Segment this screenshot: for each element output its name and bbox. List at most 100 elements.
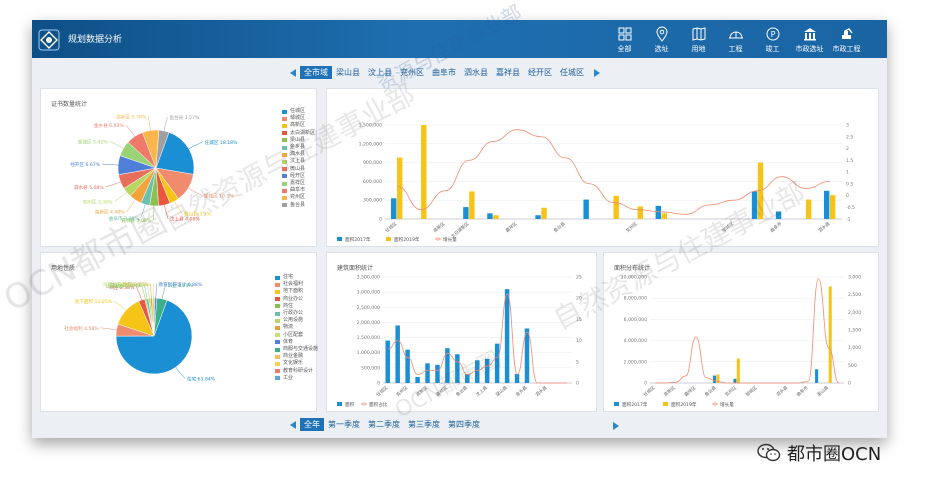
district-tab-8[interactable]: 任城区 [560,68,584,77]
district-tab-6[interactable]: 嘉祥县 [496,68,520,77]
legend-item[interactable]: 教育科研设计 [275,368,318,375]
legend-item[interactable]: 曲阜市 [282,187,315,194]
nav-item-1[interactable]: 选址 [643,26,680,54]
legend-item[interactable]: 嘉祥区 [282,180,315,187]
y-tick-label: 1,500,000 [357,335,380,341]
y2-tick-label: 3 [846,123,849,129]
bar-0 [712,375,717,383]
pie-leader-line [147,284,150,299]
pie-slice [155,131,195,175]
legend-item[interactable]: 邹城区 [282,115,315,122]
nav-item-5[interactable]: 市政选址 [791,26,828,54]
legend-label: 面积占比 [369,401,388,408]
main-nav: 全部 选址 用地 工程 P 竣工 市政选址 市政工程 [606,26,865,54]
land-use-pie-chart: 住宅 61.84% 社会福利 4.58% 地下面积 11.85% 商住 2.38%公用… [64,281,216,383]
cert-count-panel: 证书数量统计 任城区 18.18% 邹城区 10.1% 微山县 3.3% 汶上县 4.… [40,88,317,247]
legend-item[interactable]: 社会福利 [275,281,318,288]
y-tick-label: 1,500,000 [359,123,382,129]
previous-arrow-icon[interactable] [290,68,296,77]
legend-item[interactable]: 物流 [275,324,318,331]
pie-label: 商住 2.38% [109,284,135,291]
legend-swatch [275,282,280,287]
legend-swatch [275,340,280,345]
legend-swatch [275,311,280,316]
legend-item[interactable]: 太白湖新区 [282,130,315,137]
district-tab-2[interactable]: 汶上县 [368,68,392,77]
legend-item[interactable]: 商业办公 [275,296,318,303]
legend-item[interactable]: 商住 [275,303,318,310]
quarter-tab-2[interactable]: 第二季度 [368,420,400,429]
y2-tick-label: 1,000 [848,345,861,351]
legend-item[interactable]: 商服与交通设施 [275,346,318,353]
district-tab-4[interactable]: 曲阜市 [432,68,456,77]
area-growth-chart: 1,500,000 1,200,000 900,000 600,000 300,000 0… [337,123,855,243]
nav-item-3[interactable]: 工程 [717,26,754,54]
nav-item-6[interactable]: 市政工程 [828,26,865,54]
quarter-tab-1[interactable]: 第一季度 [328,420,360,429]
legend-item[interactable]: 金乡县 [282,144,315,151]
bar-0 [775,211,782,219]
district-tab-5[interactable]: 泗水县 [464,68,488,77]
bar-1 [829,195,836,219]
y-tick-label: 2,000,000 [357,320,380,326]
pie-leader-line [136,286,142,301]
pie-leader-line [188,141,203,150]
legend-item[interactable]: 地下面积 [275,288,318,295]
legend-label: 面积2017年 [345,236,371,243]
legend-swatch [275,369,280,374]
quarter-tab-3[interactable]: 第三季度 [408,420,440,429]
district-tab-0[interactable]: 全市域 [300,66,332,79]
pie-label: 经开区 6.67% [70,161,100,168]
next-arrow-icon[interactable] [594,68,600,77]
pie-slice [115,299,193,375]
legend-item[interactable]: 体育 [275,339,318,346]
y-tick-label: 0 [377,381,380,387]
pie-label: 任城区 18.18% [205,139,238,146]
legend-item[interactable]: 文化娱乐 [275,360,318,367]
quarter-tab-0[interactable]: 全年 [300,418,324,431]
legend-item[interactable]: 微山县 [282,166,315,173]
pie-leader-line [175,366,186,379]
legend-item[interactable]: 工业 [275,375,318,382]
legend-swatch [282,188,287,193]
brand-mark: 都市圈OCN [757,440,881,466]
nav-item-label: 市政选址 [795,45,824,53]
previous-arrow-icon[interactable] [290,420,296,429]
legend-swatch [275,318,280,323]
bar-0 [475,360,480,383]
x-tick-label: 高新区 [432,220,447,234]
legend-item[interactable]: 公用设施 [275,317,318,324]
legend-item[interactable]: 高新区 [282,122,315,129]
nav-item-0[interactable]: 全部 [606,26,643,54]
legend-swatch [362,402,366,406]
y2-tick-label: 15 [576,317,582,323]
nav-item-2[interactable]: 用地 [680,26,717,54]
bar-0 [524,328,530,383]
legend-item[interactable]: 住宅 [275,274,318,281]
x-tick-label: 梁山县 [815,384,830,398]
pie-leader-line [174,201,183,214]
legend-item[interactable]: 鱼台县 [282,202,315,209]
legend-item[interactable]: 商业金融 [275,353,318,360]
legend-item[interactable]: 梁山县 [282,137,315,144]
bar-1 [397,157,403,219]
district-tab-1[interactable]: 梁山县 [336,68,360,77]
legend-item[interactable]: 小区配套 [275,332,318,339]
district-tab-3[interactable]: 兖州区 [400,68,424,77]
y-tick-label: 600,000 [363,179,382,185]
legend-item[interactable]: 兖州区 [282,194,315,201]
next-arrow-icon[interactable] [613,422,619,430]
quarter-tab-4[interactable]: 第四季度 [448,420,480,429]
legend-item[interactable]: 行政办公 [275,310,318,317]
legend-item[interactable]: 泗水县 [282,151,315,158]
y-tick-label: 300,000 [363,198,382,204]
x-tick-label: 嘉祥区 [434,384,449,398]
district-tab-7[interactable]: 经开区 [528,68,552,77]
nav-item-4[interactable]: P 竣工 [754,26,791,54]
legend-item[interactable]: 汶上县 [282,158,315,165]
pie-leader-line [141,285,146,300]
bar-0 [455,354,460,383]
legend-label: 任城区 [290,108,306,114]
legend-item[interactable]: 经开区 [282,173,315,180]
legend-item[interactable]: 任城区 [282,108,315,115]
